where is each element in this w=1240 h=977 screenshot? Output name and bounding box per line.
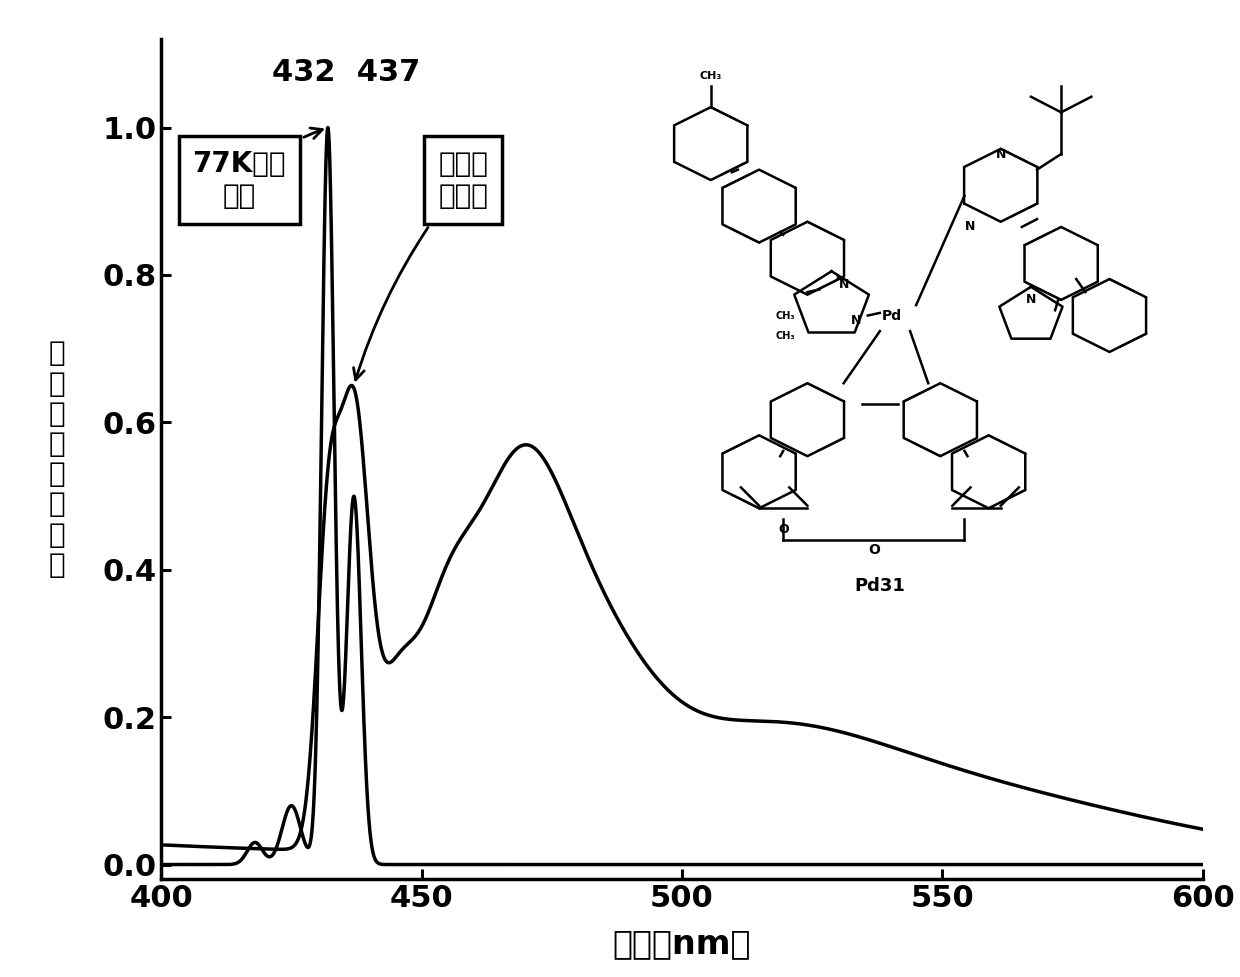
Text: 77K发射
光谱: 77K发射 光谱 — [192, 128, 322, 210]
X-axis label: 波长（nm）: 波长（nm） — [613, 927, 751, 960]
Text: 归
一
化
的
发
光
强
度: 归 一 化 的 发 光 强 度 — [48, 339, 66, 579]
Text: 432  437: 432 437 — [272, 58, 420, 87]
Text: 室温发
射光谱: 室温发 射光谱 — [353, 149, 489, 380]
